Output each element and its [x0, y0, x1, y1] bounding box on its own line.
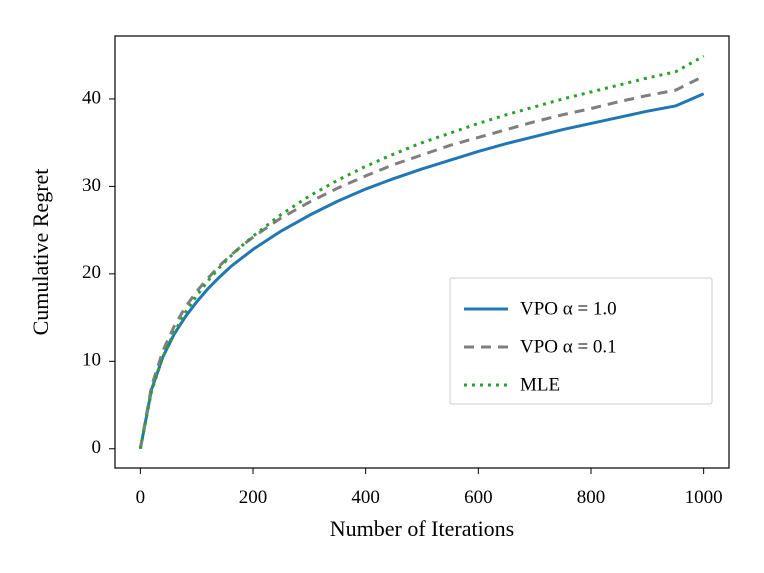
- legend: VPO α = 1.0 VPO α = 0.1 MLE: [450, 278, 712, 404]
- legend-label-vpo-1.0: VPO α = 1.0: [520, 298, 617, 319]
- legend-label-mle: MLE: [520, 374, 560, 395]
- y-tick-label: 10: [82, 350, 101, 371]
- y-tick-label: 30: [82, 175, 101, 196]
- y-axis-label: Cumulative Regret: [28, 169, 53, 336]
- x-tick-label: 0: [136, 487, 146, 508]
- x-tick-label: 800: [577, 487, 606, 508]
- legend-label-vpo-0.1: VPO α = 0.1: [520, 336, 617, 357]
- y-tick-label: 20: [82, 262, 101, 283]
- x-tick-label: 600: [464, 487, 493, 508]
- x-tick-label: 400: [351, 487, 380, 508]
- x-tick-label: 200: [239, 487, 268, 508]
- y-tick-label: 40: [82, 87, 101, 108]
- y-tick-label: 0: [92, 437, 102, 458]
- x-tick-label: 1000: [685, 487, 723, 508]
- x-axis-label: Number of Iterations: [330, 516, 515, 541]
